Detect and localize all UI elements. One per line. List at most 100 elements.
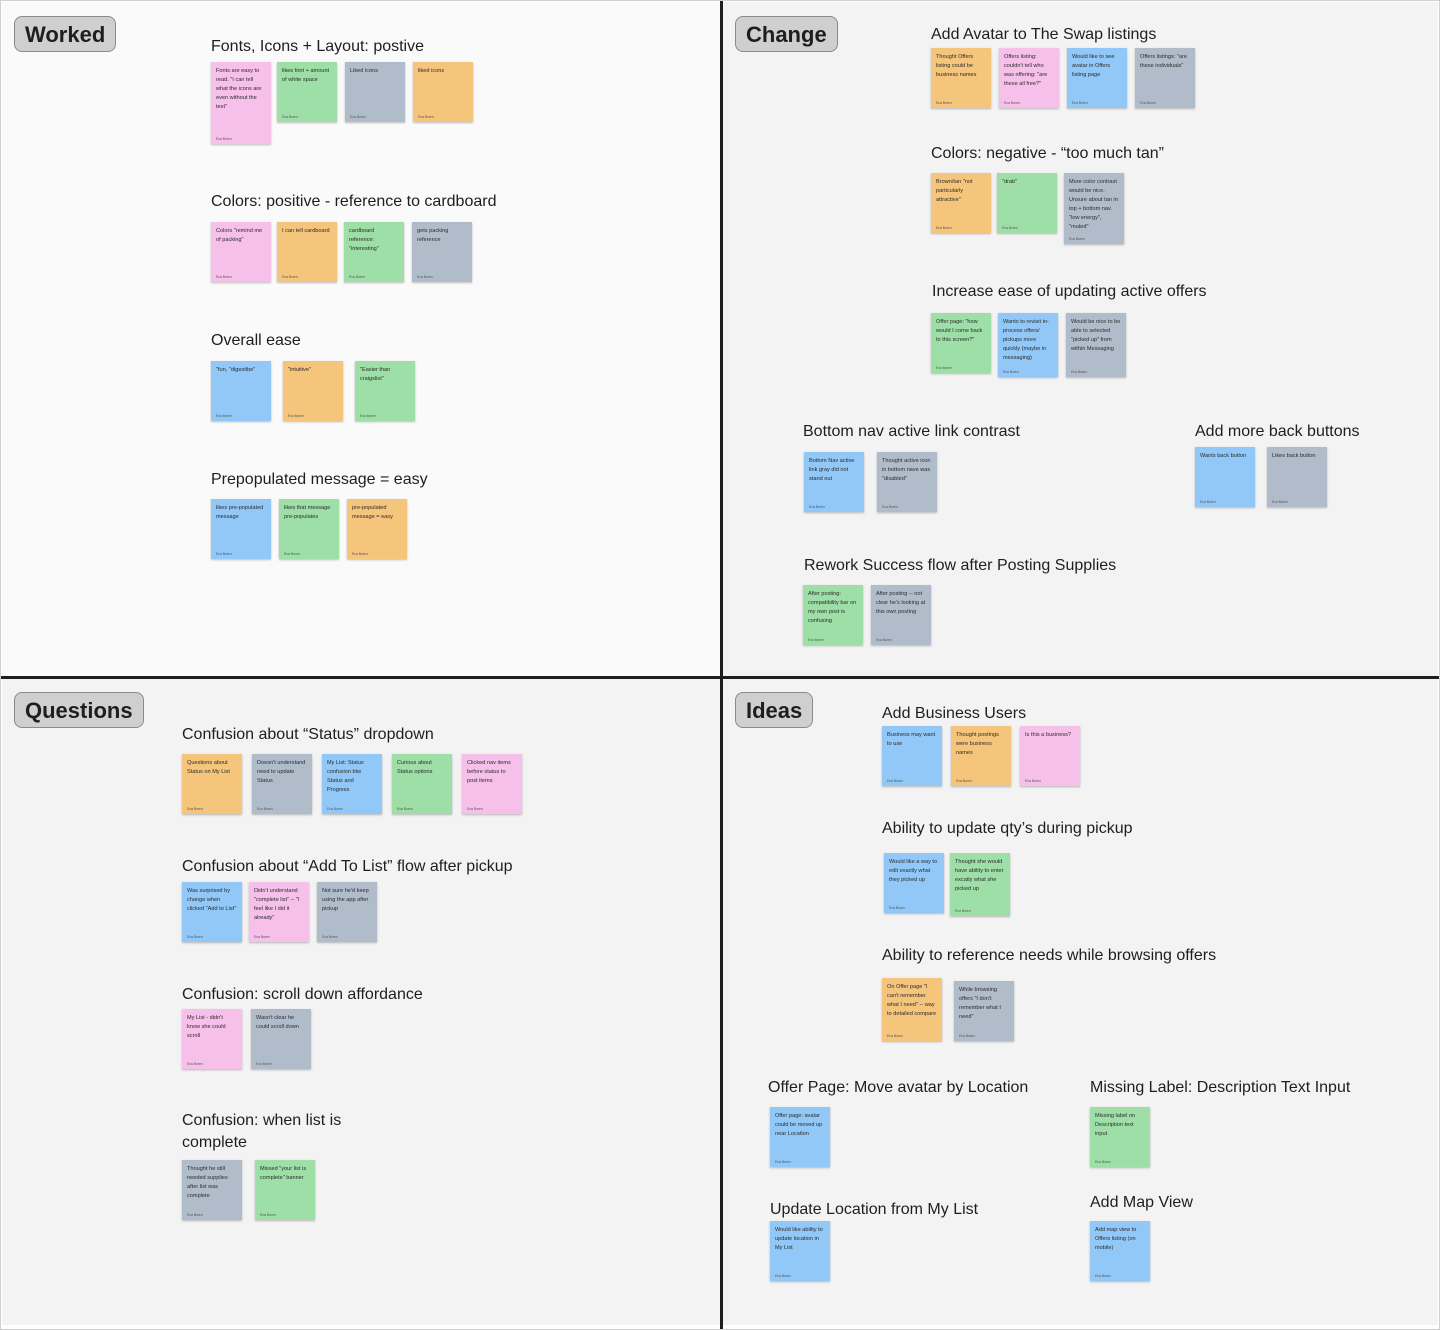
sticky-note[interactable]: Would like ability to update location in…	[770, 1221, 830, 1281]
sticky-note[interactable]: Offers listings: "are these individuals"…	[1135, 48, 1195, 108]
sticky-note[interactable]: likes pre-populated message Eva Boren	[211, 499, 271, 559]
sticky-note[interactable]: "intuitive" Eva Boren	[283, 361, 343, 421]
note-author: Eva Boren	[417, 275, 433, 279]
sticky-note[interactable]: likes font + amount of white space Eva Bo…	[277, 62, 337, 122]
note-author: Eva Boren	[256, 1062, 272, 1066]
section-tag-questions[interactable]: Questions	[14, 692, 144, 728]
note-text: Is this a business?	[1025, 732, 1072, 738]
note-author: Eva Boren	[254, 935, 270, 939]
note-text: Would like a way to edit exactly what th…	[889, 859, 938, 883]
note-text: More color contrast would be nice. Unsur…	[1069, 179, 1118, 230]
sticky-note[interactable]: Didn't understand "complete list" -- "I …	[249, 882, 309, 942]
sticky-note[interactable]: Missing label on Description text input E…	[1090, 1107, 1150, 1167]
note-author: Eva Boren	[1072, 101, 1088, 105]
note-text: liked icons	[418, 68, 445, 74]
sticky-note[interactable]: Missed "your list is complete" banner Eva…	[255, 1160, 315, 1220]
note-text: Missing label on Description text input	[1095, 1113, 1136, 1137]
sticky-note[interactable]: My List - didn't know she could scroll Ev…	[182, 1009, 242, 1069]
sticky-note[interactable]: Doesn't understand need to update Status…	[252, 754, 312, 814]
sticky-note[interactable]: After posting: compatibility bar on my o…	[803, 585, 863, 645]
sticky-note[interactable]: Wants to revisit in-process offers/ pick…	[998, 313, 1058, 377]
sticky-note[interactable]: Questions about Status on My List Eva Bor…	[182, 754, 242, 814]
note-author: Eva Boren	[1069, 237, 1085, 241]
section-tag-change[interactable]: Change	[735, 16, 838, 52]
note-text: Would like to see avatar in Offers listi…	[1072, 54, 1115, 78]
note-author: Eva Boren	[956, 779, 972, 783]
sticky-note[interactable]: Thought she would have ability to enter …	[950, 853, 1010, 916]
note-text: Would be nice to be able to selected "pi…	[1071, 319, 1121, 352]
note-text: Colors "remind me of packing"	[216, 228, 263, 243]
note-author: Eva Boren	[187, 1062, 203, 1066]
note-text: Thought Offers listing could be business…	[936, 54, 977, 78]
sticky-note[interactable]: liked icons Eva Boren	[413, 62, 473, 122]
sticky-note[interactable]: Business may want to use Eva Boren	[882, 726, 942, 786]
sticky-note[interactable]: Offer page: avatar could be moved up nea…	[770, 1107, 830, 1167]
sticky-note[interactable]: I can tell cardboard Eva Boren	[277, 222, 337, 282]
sticky-note[interactable]: On Offer page "I can't remember what I n…	[882, 978, 942, 1041]
sticky-note[interactable]: Would like to see avatar in Offers listi…	[1067, 48, 1127, 108]
sticky-note[interactable]: After posting -- not clear he's looking …	[871, 585, 931, 645]
note-text: I can tell cardboard	[282, 228, 330, 234]
note-text: Thought she would have ability to enter …	[955, 859, 1004, 892]
sticky-note[interactable]: Likes back button Eva Boren	[1267, 447, 1327, 507]
sticky-note[interactable]: cardboard reference: "interesting" Eva Bo…	[344, 222, 404, 282]
note-author: Eva Boren	[1004, 101, 1020, 105]
section-tag-ideas[interactable]: Ideas	[735, 692, 814, 728]
sticky-note[interactable]: gets packing reference Eva Boren	[412, 222, 472, 282]
note-text: Bottom Nav active link gray did not stan…	[809, 458, 855, 482]
sticky-note[interactable]: Curious about Status options Eva Boren	[392, 754, 452, 814]
sticky-note[interactable]: Wants back button Eva Boren	[1195, 447, 1255, 507]
sticky-note[interactable]: Thought postings were business names Eva …	[951, 726, 1011, 786]
sticky-note[interactable]: Not sure he'd keep using the app after p…	[317, 882, 377, 942]
sticky-note[interactable]: "drab" Eva Boren	[997, 173, 1057, 233]
sticky-note[interactable]: Thought he still needed supplies after l…	[182, 1160, 242, 1220]
sticky-note[interactable]: likes that message pre-populates Eva Bore…	[279, 499, 339, 559]
note-text: Didn't understand "complete list" -- "I …	[254, 888, 300, 921]
note-author: Eva Boren	[327, 807, 343, 811]
sticky-note[interactable]: Thought active icon in bottom nave was "…	[877, 452, 937, 512]
note-text: pre-populated message = easy	[352, 505, 393, 520]
horizontal-divider	[0, 676, 1440, 679]
note-author: Eva Boren	[887, 779, 903, 783]
sticky-note[interactable]: Fonts are easy to read. "I can tell what…	[211, 62, 271, 144]
section-tag-worked[interactable]: Worked	[14, 16, 117, 52]
cluster-title: Add Business Users	[882, 705, 1027, 722]
sticky-note[interactable]: "fun, "digestibe" Eva Boren	[211, 361, 271, 421]
note-text: likes font + amount of white space	[282, 68, 330, 83]
note-text: Questions about Status on My List	[187, 760, 230, 775]
note-author: Eva Boren	[187, 1213, 203, 1217]
sticky-note[interactable]: Bottom Nav active link gray did not stan…	[804, 452, 864, 512]
sticky-note[interactable]: Would like a way to edit exactly what th…	[884, 853, 944, 913]
note-text: Wants back button	[1200, 453, 1247, 459]
sticky-note[interactable]: "Easier than craigslist" Eva Boren	[355, 361, 415, 421]
sticky-note[interactable]: Was surprised by change when clicked "Ad…	[182, 882, 242, 942]
sticky-note[interactable]: Clicked nav items before status to post …	[462, 754, 522, 814]
note-text: "intuitive"	[288, 367, 311, 373]
sticky-note[interactable]: Is this a business? Eva Boren	[1020, 726, 1080, 786]
note-text: "fun, "digestibe"	[216, 367, 256, 373]
note-text: Liked icons	[350, 68, 378, 74]
sticky-note[interactable]: While browsing offers "I don't remember …	[954, 981, 1014, 1041]
sticky-note[interactable]: Would be nice to be able to selected "pi…	[1066, 313, 1126, 377]
sticky-note[interactable]: Thought Offers listing could be business…	[931, 48, 991, 108]
note-author: Eva Boren	[257, 807, 273, 811]
sticky-note[interactable]: My List: Status confusion btw Status and…	[322, 754, 382, 814]
sticky-note[interactable]: pre-populated message = easy Eva Boren	[347, 499, 407, 559]
sticky-note[interactable]: Offer page: "how would I come back to th…	[931, 313, 991, 373]
sticky-note[interactable]: More color contrast would be nice. Unsur…	[1064, 173, 1124, 244]
sticky-note[interactable]: Liked icons Eva Boren	[345, 62, 405, 122]
sticky-note[interactable]: Colors "remind me of packing" Eva Boren	[211, 222, 271, 282]
note-text: Curious about Status options	[397, 760, 433, 775]
sticky-note[interactable]: Offers listing: couldn't tell who was of…	[999, 48, 1059, 108]
cluster-title: Bottom nav active link contrast	[803, 423, 1020, 440]
note-text: Thought active icon in bottom nave was "…	[882, 458, 931, 482]
sticky-note[interactable]: Add map view to Offers listing (on mobil…	[1090, 1221, 1150, 1281]
note-author: Eva Boren	[282, 275, 298, 279]
note-text: Business may want to use	[887, 732, 936, 747]
sticky-note[interactable]: Wasn't clear he could scroll down Eva Bor…	[251, 1009, 311, 1069]
note-author: Eva Boren	[352, 552, 368, 556]
cluster-title: Add Map View	[1090, 1194, 1193, 1211]
note-author: Eva Boren	[936, 101, 952, 105]
cluster-title: Colors: positive - reference to cardboar…	[211, 193, 497, 210]
sticky-note[interactable]: Brown/tan "not particularly attractive" E…	[931, 173, 991, 233]
